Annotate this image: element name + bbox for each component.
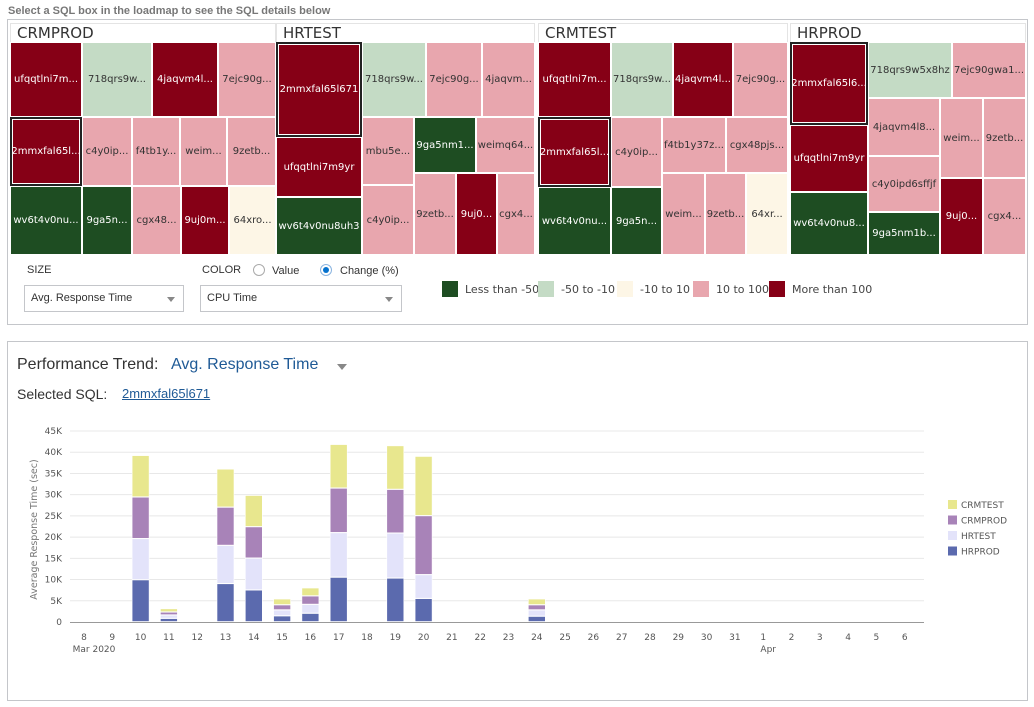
sql-tile[interactable]: 9zetb...: [227, 117, 276, 186]
sql-tile[interactable]: 2mmxfal65l...: [10, 117, 82, 186]
sql-tile[interactable]: 718qrs9w...: [611, 42, 673, 117]
legend-item: -50 to -10: [538, 281, 615, 297]
color-radio-change[interactable]: [320, 264, 332, 276]
loadmap-hint: Select a SQL box in the loadmap to see t…: [8, 5, 331, 17]
sql-tile[interactable]: 64xr...: [746, 173, 788, 255]
sql-tile[interactable]: 9ga5n...: [611, 187, 662, 255]
sql-tile[interactable]: wv6t4v0nu...: [538, 187, 611, 255]
color-select[interactable]: CPU Time: [200, 285, 402, 312]
sql-tile[interactable]: 9ga5n...: [82, 186, 132, 255]
sql-tile[interactable]: 4jaqvm4l8...: [868, 98, 940, 156]
sql-tile[interactable]: 4jaqvm4l...: [152, 42, 218, 117]
color-label: COLOR: [202, 264, 242, 276]
sql-tile[interactable]: weim...: [940, 98, 983, 178]
sql-tile[interactable]: 9zetb...: [705, 173, 746, 255]
sql-tile[interactable]: f4tb1y...: [132, 117, 180, 186]
sql-tile[interactable]: 9ga5nm1...: [414, 117, 476, 173]
sql-tile[interactable]: 2mmxfal65l6...: [790, 42, 868, 125]
sql-tile[interactable]: c4y0ipd6sffjf: [868, 156, 940, 212]
color-radio-value-label: Value: [272, 265, 300, 277]
sql-tile[interactable]: 2mmxfal65l671: [276, 42, 362, 137]
sql-tile[interactable]: ufqqtlni7m9yr: [790, 125, 868, 192]
sql-tile[interactable]: 9uj0...: [456, 173, 497, 255]
color-select-value: CPU Time: [207, 292, 258, 304]
legend-label: -50 to -10: [561, 282, 615, 296]
legend-item: -10 to 10: [617, 281, 690, 297]
size-select[interactable]: Avg. Response Time: [24, 285, 184, 312]
chevron-down-icon: [167, 297, 175, 302]
sql-tile[interactable]: 718qrs9w5x8hz: [868, 42, 952, 98]
sql-tile[interactable]: 7ejc90g...: [426, 42, 482, 117]
selected-sql-link[interactable]: 2mmxfal65l671: [122, 386, 211, 401]
sql-tile[interactable]: 9uj0...: [940, 178, 983, 255]
chevron-down-icon[interactable]: [337, 364, 347, 370]
sql-tile[interactable]: wv6t4v0nu...: [10, 186, 82, 255]
chevron-down-icon: [385, 297, 393, 302]
sql-tile[interactable]: 2mmxfal65l...: [538, 117, 611, 187]
treemap-crmprod: CRMPROD ufqqtlni7m... 718qrs9w... 4jaqvm4l…: [10, 20, 276, 255]
sql-tile[interactable]: f4tb1y37z...: [662, 117, 726, 173]
legend-label: More than 100: [792, 282, 873, 296]
treemap-hrtest: HRTEST 2mmxfal65l671 718qrs9w... 7ejc90g..…: [276, 20, 535, 255]
sql-tile[interactable]: c4y0ip...: [362, 185, 414, 255]
legend-swatch: [442, 281, 458, 297]
treemap-title: HRTEST: [276, 23, 535, 42]
sql-tile[interactable]: 64xro...: [229, 186, 276, 255]
sql-tile[interactable]: ufqqtlni7m...: [10, 42, 82, 117]
sql-tile[interactable]: 7ejc90gwa1...: [952, 42, 1026, 98]
sql-tile[interactable]: mbu5e...: [362, 117, 414, 185]
legend-label: -10 to 10: [640, 282, 690, 296]
sql-tile[interactable]: weimq64...: [476, 117, 535, 173]
treemap-crmtest: CRMTEST ufqqtlni7m... 718qrs9w... 4jaqvm4l…: [538, 20, 788, 255]
sql-tile[interactable]: 9zetb...: [414, 173, 456, 255]
legend-swatch: [538, 281, 554, 297]
sql-tile[interactable]: weim...: [180, 117, 227, 186]
sql-tile[interactable]: 4jaqvm...: [482, 42, 535, 117]
sql-tile[interactable]: 718qrs9w...: [362, 42, 426, 117]
selected-sql-label: Selected SQL:: [17, 386, 108, 402]
sql-tile[interactable]: cgx48pjs...: [726, 117, 788, 173]
performance-trend-title: Performance Trend:: [17, 356, 159, 373]
treemap-hrprod: HRPROD 2mmxfal65l6... 718qrs9w5x8hz 7ejc90…: [790, 20, 1026, 255]
legend-swatch: [693, 281, 709, 297]
color-radio-value[interactable]: [253, 264, 265, 276]
sql-tile[interactable]: wv6t4v0nu8uh3: [276, 197, 362, 255]
legend-label: 10 to 100: [716, 282, 770, 296]
legend-item: More than 100: [769, 281, 872, 297]
sql-tile[interactable]: ufqqtlni7m...: [538, 42, 611, 117]
sql-tile[interactable]: ufqqtlni7m9yr: [276, 137, 362, 197]
sql-tile[interactable]: cgx4...: [497, 173, 535, 255]
color-radio-change-label: Change (%): [340, 265, 399, 277]
sql-tile[interactable]: c4y0ip...: [611, 117, 662, 187]
size-select-value: Avg. Response Time: [31, 292, 133, 304]
sql-tile[interactable]: 718qrs9w...: [82, 42, 152, 117]
sql-tile[interactable]: 9uj0m...: [181, 186, 229, 255]
treemap-title: CRMPROD: [10, 23, 276, 42]
metric-select[interactable]: Avg. Response Time: [171, 356, 319, 373]
treemap-title: CRMTEST: [538, 23, 788, 42]
legend-item: 10 to 100: [693, 281, 769, 297]
sql-tile[interactable]: cgx4...: [983, 178, 1026, 255]
sql-tile[interactable]: 9ga5nm1b...: [868, 212, 940, 255]
sql-tile[interactable]: 7ejc90g...: [218, 42, 276, 117]
sql-tile[interactable]: 7ejc90g...: [733, 42, 788, 117]
size-label: SIZE: [27, 264, 52, 276]
sql-tile[interactable]: c4y0ip...: [82, 117, 132, 186]
legend-item: Less than -50: [442, 281, 539, 297]
sql-tile[interactable]: 9zetb...: [983, 98, 1026, 178]
sql-tile[interactable]: weim...: [662, 173, 705, 255]
sql-tile[interactable]: cgx48...: [132, 186, 181, 255]
sql-tile[interactable]: wv6t4v0nu8...: [790, 192, 868, 255]
legend-swatch: [769, 281, 785, 297]
treemap-title: HRPROD: [790, 23, 1026, 42]
loadmap-panel: CRMPROD ufqqtlni7m... 718qrs9w... 4jaqvm4l…: [7, 19, 1028, 325]
sql-tile[interactable]: 4jaqvm4l...: [673, 42, 733, 117]
legend-label: Less than -50: [465, 282, 540, 296]
performance-trend-panel: [7, 341, 1028, 701]
legend-swatch: [617, 281, 633, 297]
